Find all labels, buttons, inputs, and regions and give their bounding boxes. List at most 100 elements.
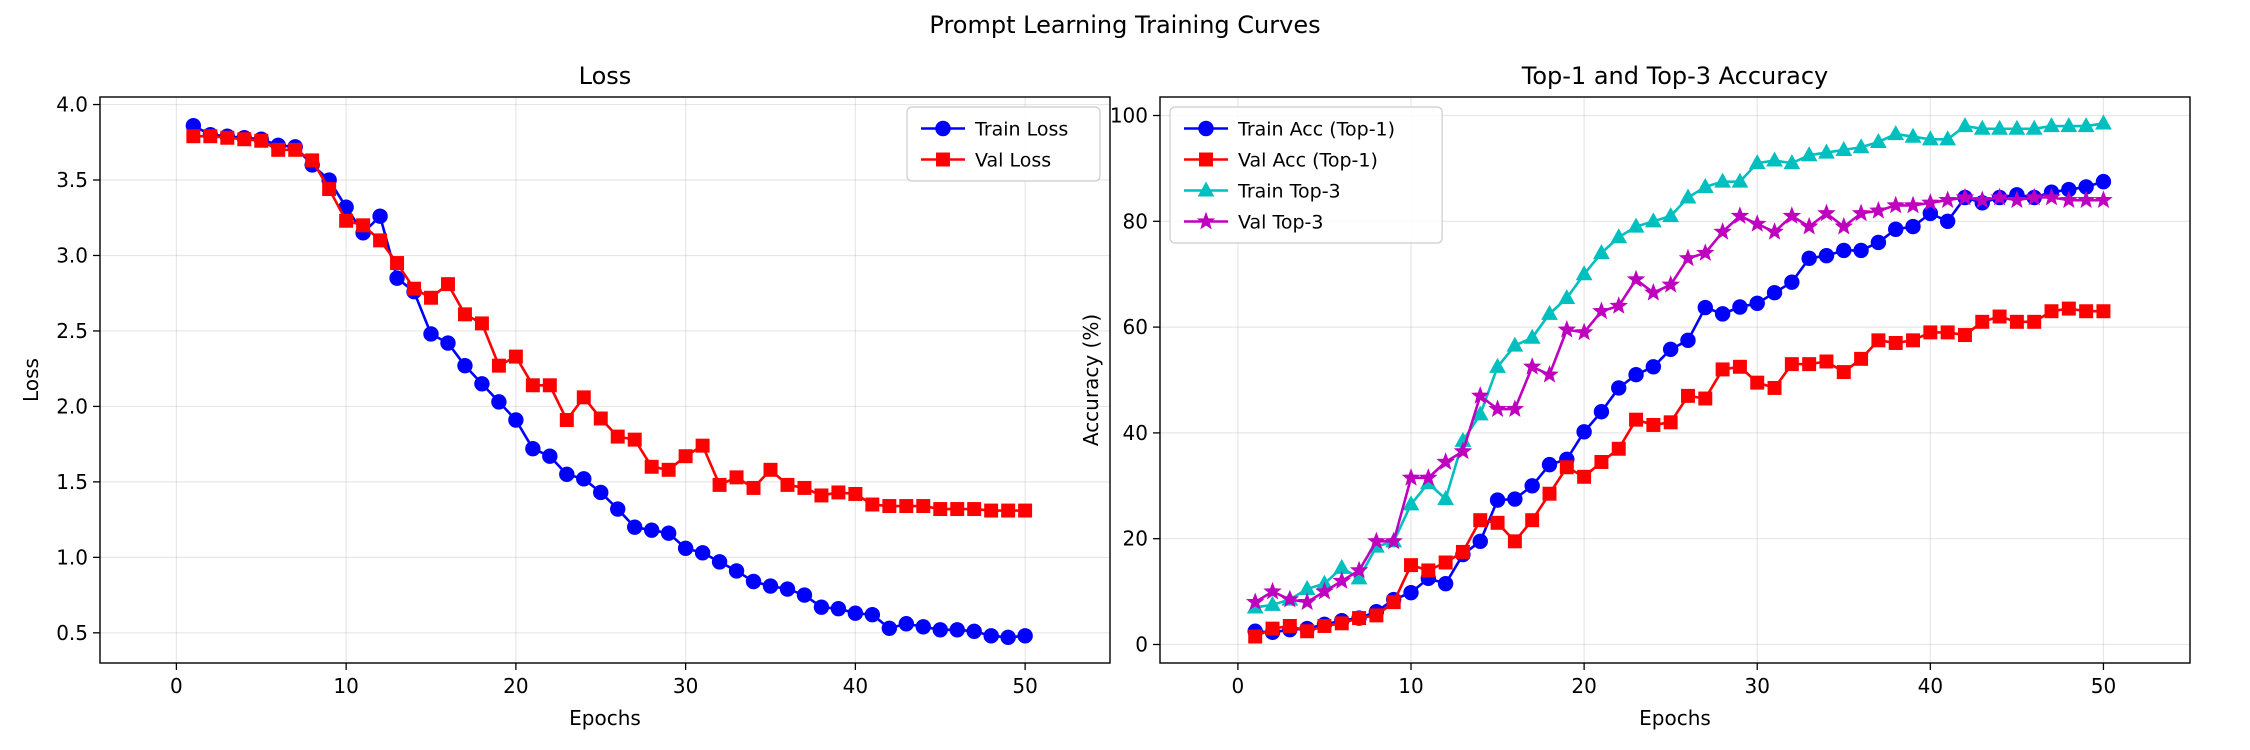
data-point <box>728 563 745 579</box>
data-point <box>830 600 847 617</box>
data-point <box>1956 117 1974 133</box>
series-val-top-3 <box>1245 187 2113 611</box>
data-point <box>441 277 455 292</box>
plot-frame <box>99 96 1111 664</box>
data-point <box>2008 119 2026 135</box>
series-line <box>193 134 1026 512</box>
data-point <box>1836 365 1851 380</box>
data-point <box>1991 119 2008 135</box>
legend-entry-val-acc-top-1: Val Acc (Top-1) <box>1184 150 1378 172</box>
data-point <box>1955 187 1975 206</box>
data-point <box>1905 218 1921 235</box>
data-point <box>1369 608 1384 623</box>
data-point <box>1403 584 1419 601</box>
data-point <box>1263 581 1282 600</box>
data-point <box>1992 309 2007 324</box>
data-point <box>1541 456 1558 473</box>
data-point <box>1732 299 1748 315</box>
data-point <box>848 486 863 501</box>
data-point <box>2044 304 2059 319</box>
x-tick-label: 10 <box>1398 674 1423 698</box>
data-point <box>898 616 915 632</box>
data-point <box>1644 212 1662 228</box>
x-tick-label: 40 <box>843 674 868 698</box>
data-point <box>1489 357 1506 373</box>
legend-entry-train-acc-top-1: Train Acc (Top-1) <box>1184 119 1395 141</box>
x-tick-label: 40 <box>1918 674 1943 698</box>
data-point <box>746 480 761 495</box>
data-point <box>1870 133 1887 149</box>
data-point <box>1853 242 1869 259</box>
data-point <box>203 129 218 144</box>
data-point <box>1471 405 1489 421</box>
data-point <box>1401 468 1421 486</box>
data-point <box>1280 589 1300 608</box>
data-point <box>1888 335 1903 350</box>
x-tick-label: 0 <box>170 674 183 698</box>
data-point <box>508 412 524 428</box>
data-point <box>491 358 506 373</box>
data-point <box>966 623 982 640</box>
data-point <box>627 519 643 535</box>
data-point <box>984 503 999 518</box>
data-point <box>389 270 405 286</box>
data-point <box>1766 151 1783 167</box>
data-point <box>1644 283 1663 301</box>
data-point <box>559 466 575 483</box>
data-point <box>2042 187 2061 206</box>
data-point <box>949 622 965 638</box>
data-point <box>1489 492 1506 508</box>
data-point <box>933 502 948 517</box>
data-point <box>1975 314 1990 329</box>
data-point <box>1903 195 1923 214</box>
data-point <box>814 488 829 503</box>
data-point <box>1852 138 1870 154</box>
data-point <box>1906 333 1921 348</box>
data-point <box>1000 629 1016 646</box>
data-point <box>1973 190 1992 209</box>
data-point <box>1819 354 1834 369</box>
legend-marker <box>1196 211 1216 230</box>
data-point <box>1938 190 1957 209</box>
data-point <box>1732 359 1747 374</box>
data-point <box>763 462 778 477</box>
data-point <box>2077 117 2095 133</box>
data-point <box>576 471 592 487</box>
data-point <box>457 307 472 322</box>
data-point <box>1404 558 1418 573</box>
data-point <box>1679 188 1697 204</box>
y-tick-label: 2.0 <box>56 394 88 418</box>
data-point <box>559 413 574 427</box>
data-point <box>1836 242 1852 259</box>
legend-entry-train-loss: Train Loss <box>921 119 1068 141</box>
data-point <box>1524 478 1540 494</box>
y-tick-label: 0 <box>1135 632 1148 656</box>
legend-marker <box>936 152 950 167</box>
y-tick-label: 2.5 <box>56 319 88 343</box>
data-point <box>237 132 252 147</box>
data-point <box>457 357 473 374</box>
data-point <box>1505 399 1525 417</box>
y-tick-label: 3.5 <box>56 168 88 192</box>
data-point <box>694 545 711 561</box>
data-point <box>661 462 676 477</box>
data-point <box>1662 341 1679 358</box>
y-tick-label: 1.5 <box>56 470 88 494</box>
data-point <box>865 497 880 512</box>
data-point <box>1490 515 1505 530</box>
legend-label: Train Loss <box>974 119 1068 141</box>
series-val-loss <box>186 129 1033 518</box>
data-point <box>1594 455 1609 469</box>
data-point <box>1300 624 1315 639</box>
data-point <box>1696 243 1715 261</box>
data-point <box>1541 304 1558 320</box>
data-point <box>1367 531 1386 550</box>
legend-label: Val Top-3 <box>1238 212 1324 234</box>
data-point <box>1419 468 1438 486</box>
data-point <box>372 208 388 224</box>
legend-label: Train Acc (Top-1) <box>1237 119 1395 141</box>
data-point <box>1663 415 1678 430</box>
data-point <box>1731 172 1749 188</box>
data-point <box>1334 616 1349 631</box>
legend-marker <box>1197 181 1215 197</box>
